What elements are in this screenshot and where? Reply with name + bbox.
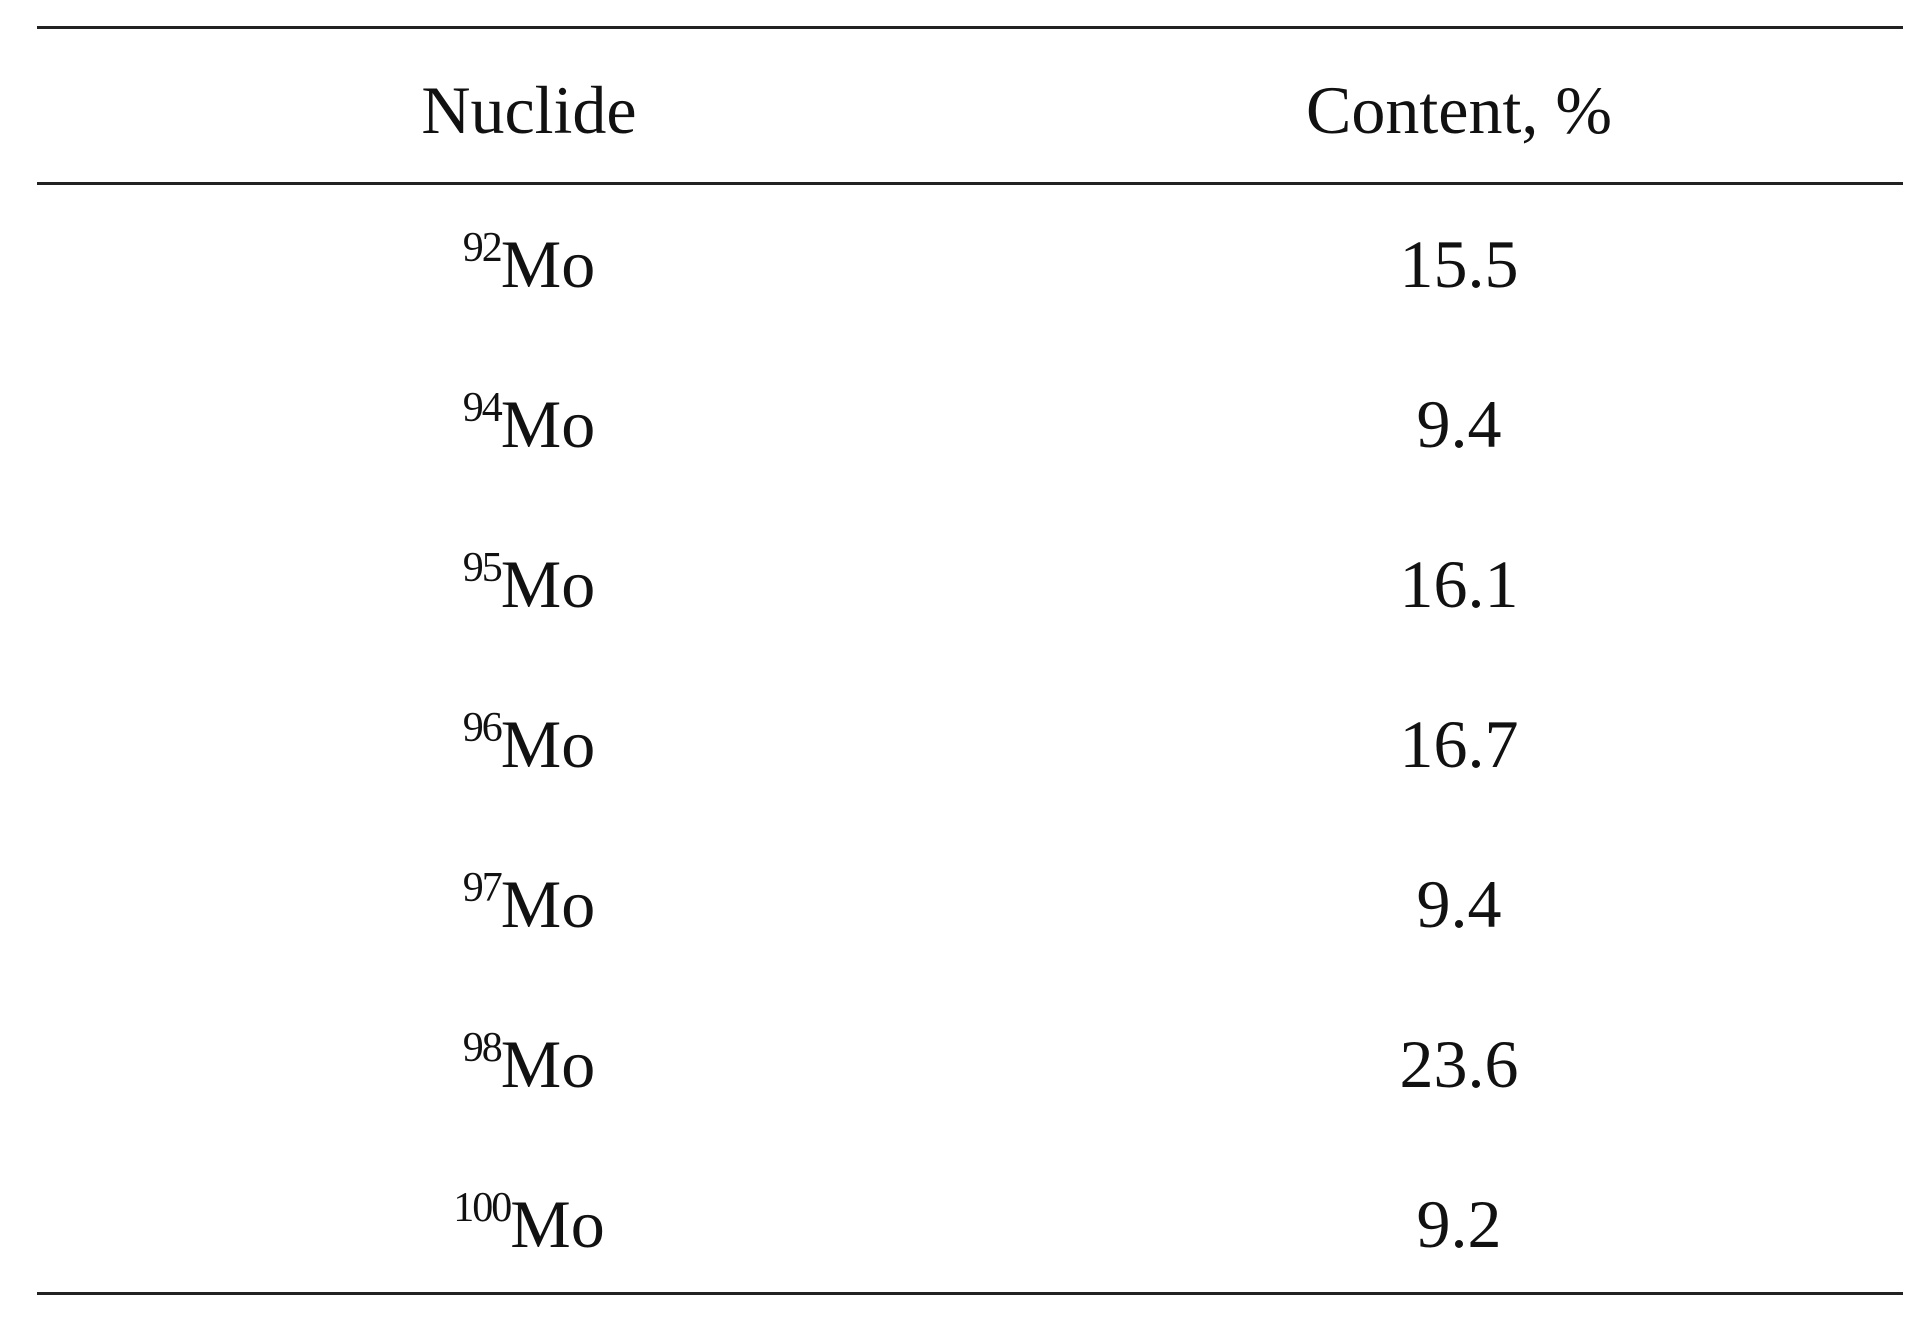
mass-number: 92 <box>462 225 503 271</box>
nuclide-cell: 96Mo <box>179 704 879 784</box>
element-symbol: Mo <box>500 226 596 302</box>
element-symbol: Mo <box>510 1186 605 1262</box>
element-symbol: Mo <box>500 546 596 622</box>
bottom-rule <box>37 1292 1903 1295</box>
content-cell: 9.4 <box>1416 386 1502 462</box>
nuclide-cell: 94Mo <box>179 384 879 464</box>
mass-number: 96 <box>462 705 503 751</box>
header-rule <box>37 182 1903 185</box>
element-symbol: Mo <box>500 706 596 782</box>
nuclide-cell: 95Mo <box>179 544 879 624</box>
element-symbol: Mo <box>500 866 596 942</box>
header-cell: Nuclide <box>421 72 637 148</box>
content-cell: 15.5 <box>1399 226 1519 302</box>
content-cell: 16.1 <box>1399 546 1519 622</box>
content-cell: 9.2 <box>1416 1186 1502 1262</box>
content-cell: 16.7 <box>1399 706 1519 782</box>
nuclide-cell: 92Mo <box>179 224 879 304</box>
mass-number: 98 <box>462 1025 503 1071</box>
nuclide-cell: 100Mo <box>179 1184 879 1264</box>
element-symbol: Mo <box>500 1026 596 1102</box>
nuclide-cell: 97Mo <box>179 864 879 944</box>
element-symbol: Mo <box>500 386 596 462</box>
content-cell: 23.6 <box>1399 1026 1519 1102</box>
nuclide-cell: 98Mo <box>179 1024 879 1104</box>
mass-number: 97 <box>462 865 503 911</box>
content-cell: 9.4 <box>1416 866 1502 942</box>
mass-number: 100 <box>453 1185 512 1231</box>
mass-number: 94 <box>462 385 503 431</box>
top-rule <box>37 26 1903 29</box>
header-cell: Content, % <box>1306 72 1612 148</box>
mass-number: 95 <box>462 545 503 591</box>
